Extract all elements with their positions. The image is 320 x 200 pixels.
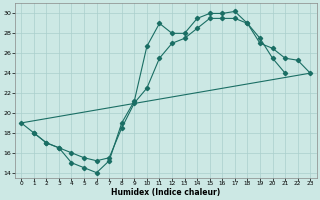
X-axis label: Humidex (Indice chaleur): Humidex (Indice chaleur) xyxy=(111,188,220,197)
